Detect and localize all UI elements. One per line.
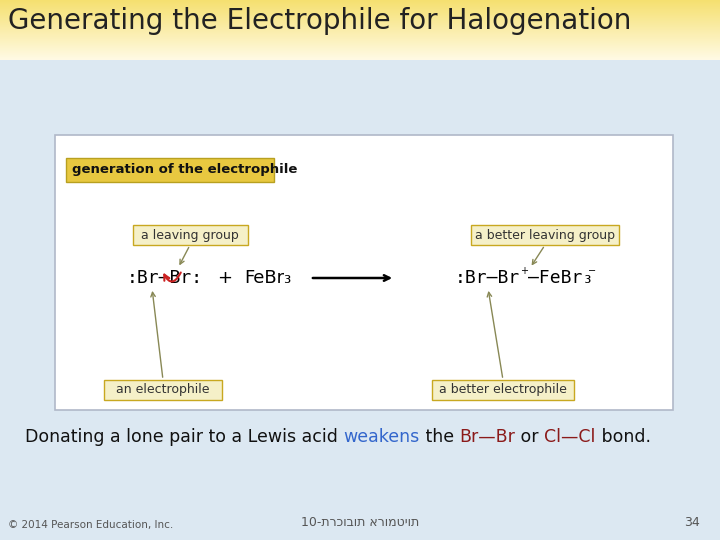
- Text: +: +: [217, 269, 233, 287]
- Bar: [0, 52, 720, 53]
- Bar: [0, 34, 720, 35]
- FancyBboxPatch shape: [66, 158, 274, 182]
- Bar: [0, 41, 720, 42]
- Bar: [0, 23, 720, 24]
- Bar: [0, 8, 720, 9]
- Bar: [0, 22, 720, 23]
- Text: a better leaving group: a better leaving group: [475, 228, 615, 241]
- Bar: [0, 7, 720, 8]
- Bar: [0, 2, 720, 3]
- Text: Br—Br: Br—Br: [459, 428, 515, 446]
- Bar: [0, 17, 720, 18]
- Text: −: −: [588, 266, 596, 276]
- Bar: [0, 29, 720, 30]
- Text: FeBr₃: FeBr₃: [244, 269, 292, 287]
- Bar: [0, 6, 720, 7]
- Bar: [0, 21, 720, 22]
- Bar: [0, 56, 720, 57]
- Bar: [0, 53, 720, 54]
- Bar: [0, 46, 720, 47]
- Text: Donating a lone pair to a Lewis acid: Donating a lone pair to a Lewis acid: [25, 428, 343, 446]
- Bar: [0, 33, 720, 34]
- Bar: [0, 38, 720, 39]
- Bar: [0, 37, 720, 38]
- Bar: [0, 1, 720, 2]
- Text: 10-תרכובות ארומטיות: 10-תרכובות ארומטיות: [301, 516, 419, 529]
- Bar: [0, 16, 720, 17]
- Bar: [0, 57, 720, 58]
- Bar: [0, 9, 720, 10]
- FancyBboxPatch shape: [471, 225, 619, 245]
- Bar: [0, 59, 720, 60]
- Bar: [0, 4, 720, 5]
- Bar: [0, 3, 720, 4]
- Bar: [0, 50, 720, 51]
- Text: :Br—Br: :Br—Br: [455, 269, 520, 287]
- Text: —FeBr₃: —FeBr₃: [528, 269, 593, 287]
- Bar: [0, 43, 720, 44]
- Text: Generating the Electrophile for Halogenation: Generating the Electrophile for Halogena…: [8, 7, 631, 35]
- Bar: [0, 12, 720, 13]
- Bar: [0, 18, 720, 19]
- Text: Cl—Cl: Cl—Cl: [544, 428, 595, 446]
- Bar: [0, 51, 720, 52]
- Bar: [0, 32, 720, 33]
- Text: generation of the electrophile: generation of the electrophile: [72, 164, 297, 177]
- Bar: [0, 25, 720, 26]
- Text: © 2014 Pearson Education, Inc.: © 2014 Pearson Education, Inc.: [8, 520, 174, 530]
- Bar: [0, 36, 720, 37]
- Text: :Br—Br:: :Br—Br:: [127, 269, 203, 287]
- Bar: [0, 15, 720, 16]
- Bar: [0, 19, 720, 20]
- Text: or: or: [515, 428, 544, 446]
- Text: an electrophile: an electrophile: [116, 383, 210, 396]
- Text: the: the: [420, 428, 459, 446]
- Bar: [0, 27, 720, 28]
- Bar: [0, 54, 720, 55]
- Bar: [0, 35, 720, 36]
- Text: +: +: [520, 266, 528, 276]
- Bar: [0, 30, 720, 31]
- Bar: [0, 28, 720, 29]
- Bar: [0, 24, 720, 25]
- Bar: [0, 44, 720, 45]
- Bar: [0, 13, 720, 14]
- FancyBboxPatch shape: [104, 380, 222, 400]
- Bar: [0, 0, 720, 1]
- Bar: [0, 20, 720, 21]
- FancyBboxPatch shape: [432, 380, 574, 400]
- Bar: [0, 40, 720, 41]
- Bar: [0, 55, 720, 56]
- Bar: [0, 42, 720, 43]
- FancyBboxPatch shape: [132, 225, 248, 245]
- Bar: [0, 49, 720, 50]
- Bar: [0, 58, 720, 59]
- Bar: [0, 14, 720, 15]
- Text: weakens: weakens: [343, 428, 420, 446]
- Bar: [0, 10, 720, 11]
- Bar: [0, 26, 720, 27]
- Text: 34: 34: [684, 516, 700, 529]
- Bar: [0, 31, 720, 32]
- Bar: [0, 47, 720, 48]
- Bar: [0, 11, 720, 12]
- Bar: [0, 39, 720, 40]
- Bar: [0, 48, 720, 49]
- Bar: [0, 5, 720, 6]
- Bar: [0, 45, 720, 46]
- Text: a better electrophile: a better electrophile: [439, 383, 567, 396]
- Text: a leaving group: a leaving group: [141, 228, 239, 241]
- Text: bond.: bond.: [595, 428, 650, 446]
- FancyBboxPatch shape: [55, 135, 673, 410]
- FancyArrowPatch shape: [164, 273, 181, 281]
